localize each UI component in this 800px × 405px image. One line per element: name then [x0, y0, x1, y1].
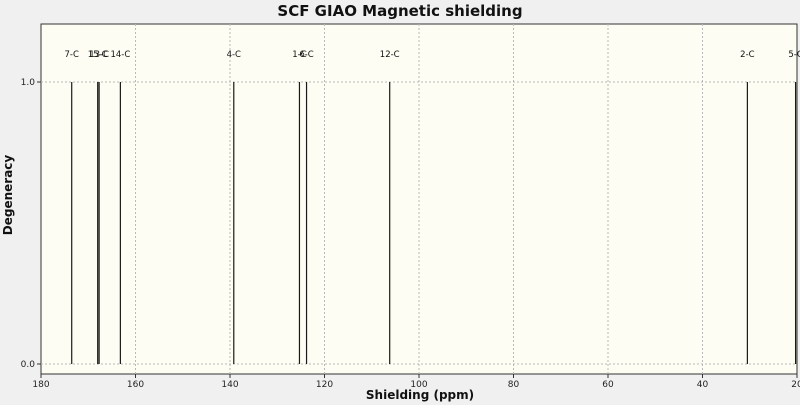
peak-label: 1-C	[292, 50, 306, 60]
x-tick-label: 140	[221, 380, 238, 390]
x-tick-label: 60	[602, 380, 614, 390]
x-axis-label: Shielding (ppm)	[365, 388, 475, 402]
y-tick-label: 0.0	[21, 360, 36, 370]
peak-label: 4-C	[227, 50, 241, 60]
x-tick-label: 160	[127, 380, 144, 390]
x-tick-label: 80	[508, 380, 520, 390]
peak-label: 14-C	[110, 50, 130, 60]
x-tick-label: 180	[32, 380, 49, 390]
axis-layer: 180 160 140 120 100 80 60 40 20 0.0 1.0	[21, 78, 800, 390]
peak-label: 5-C	[788, 50, 800, 60]
peak-label: 2-C	[740, 50, 754, 60]
x-tick-label: 120	[316, 380, 333, 390]
y-tick-label: 1.0	[21, 78, 36, 88]
peak-label: 12-C	[380, 50, 400, 60]
peak-label: 13-C	[89, 50, 109, 60]
peak-label: 15-C	[88, 50, 108, 60]
x-tick-label: 40	[697, 380, 709, 390]
peak-label: 7-C	[65, 50, 79, 60]
peak-label: 6-C	[299, 50, 313, 60]
x-tick-label: 20	[791, 380, 800, 390]
grid-layer	[41, 24, 797, 374]
x-tick-label: 100	[410, 380, 427, 390]
peak-layer: 7-C 15-C13-C 14-C 4-C 1-C6-C 12-C 2-C 5-C	[65, 50, 800, 364]
chart-title: SCF GIAO Magnetic shielding	[277, 2, 523, 20]
